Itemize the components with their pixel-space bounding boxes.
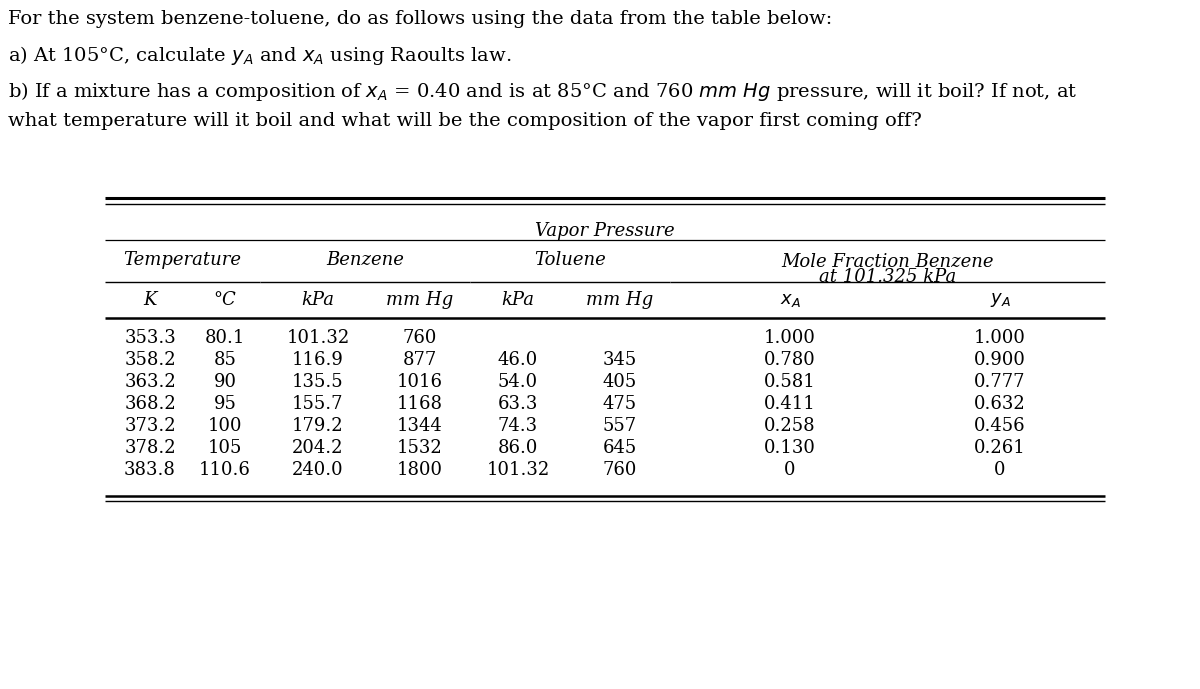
Text: 358.2: 358.2 (124, 351, 176, 369)
Text: mm Hg: mm Hg (386, 291, 454, 309)
Text: kPa: kPa (502, 291, 534, 309)
Text: 1344: 1344 (397, 417, 443, 435)
Text: 179.2: 179.2 (292, 417, 344, 435)
Text: 0.411: 0.411 (764, 395, 816, 413)
Text: 0.130: 0.130 (764, 439, 816, 457)
Text: 0.900: 0.900 (974, 351, 1026, 369)
Text: 0.456: 0.456 (974, 417, 1026, 435)
Text: 0.258: 0.258 (764, 417, 816, 435)
Text: Temperature: Temperature (124, 251, 241, 269)
Text: 0.780: 0.780 (764, 351, 816, 369)
Text: 1.000: 1.000 (764, 329, 816, 347)
Text: 0: 0 (995, 461, 1006, 479)
Text: 90: 90 (214, 373, 236, 391)
Text: 0.632: 0.632 (974, 395, 1026, 413)
Text: Benzene: Benzene (326, 251, 404, 269)
Text: 0.581: 0.581 (764, 373, 816, 391)
Text: 80.1: 80.1 (205, 329, 245, 347)
Text: 345: 345 (602, 351, 637, 369)
Text: 760: 760 (403, 329, 437, 347)
Text: 760: 760 (602, 461, 637, 479)
Text: 383.8: 383.8 (124, 461, 176, 479)
Text: Vapor Pressure: Vapor Pressure (535, 222, 674, 240)
Text: 363.2: 363.2 (124, 373, 176, 391)
Text: 1800: 1800 (397, 461, 443, 479)
Text: kPa: kPa (301, 291, 335, 309)
Text: Toluene: Toluene (534, 251, 606, 269)
Text: °C: °C (214, 291, 236, 309)
Text: 0.777: 0.777 (974, 373, 1026, 391)
Text: 110.6: 110.6 (199, 461, 251, 479)
Text: 240.0: 240.0 (292, 461, 344, 479)
Text: 0: 0 (785, 461, 796, 479)
Text: Mole Fraction Benzene: Mole Fraction Benzene (781, 253, 994, 271)
Text: 100: 100 (208, 417, 242, 435)
Text: 105: 105 (208, 439, 242, 457)
Text: 135.5: 135.5 (292, 373, 344, 391)
Text: K: K (143, 291, 157, 309)
Text: 1532: 1532 (397, 439, 443, 457)
Text: at 101.325 kPa: at 101.325 kPa (818, 268, 956, 286)
Text: what temperature will it boil and what will be the composition of the vapor firs: what temperature will it boil and what w… (8, 112, 922, 130)
Text: 1.000: 1.000 (974, 329, 1026, 347)
Text: 373.2: 373.2 (124, 417, 176, 435)
Text: 54.0: 54.0 (498, 373, 538, 391)
Text: For the system benzene-toluene, do as follows using the data from the table belo: For the system benzene-toluene, do as fo… (8, 10, 833, 28)
Text: 877: 877 (403, 351, 437, 369)
Text: $\mathit{y}_{A}$: $\mathit{y}_{A}$ (990, 291, 1010, 309)
Text: 116.9: 116.9 (292, 351, 344, 369)
Text: 378.2: 378.2 (124, 439, 176, 457)
Text: 46.0: 46.0 (498, 351, 538, 369)
Text: 645: 645 (602, 439, 637, 457)
Text: 0.261: 0.261 (974, 439, 1026, 457)
Text: 1168: 1168 (397, 395, 443, 413)
Text: 101.32: 101.32 (287, 329, 349, 347)
Text: 86.0: 86.0 (498, 439, 538, 457)
Text: 101.32: 101.32 (486, 461, 550, 479)
Text: 85: 85 (214, 351, 236, 369)
Text: 353.3: 353.3 (124, 329, 176, 347)
Text: 557: 557 (602, 417, 637, 435)
Text: 368.2: 368.2 (124, 395, 176, 413)
Text: 63.3: 63.3 (498, 395, 538, 413)
Text: 155.7: 155.7 (293, 395, 343, 413)
Text: 204.2: 204.2 (293, 439, 343, 457)
Text: 405: 405 (602, 373, 637, 391)
Text: 74.3: 74.3 (498, 417, 538, 435)
Text: 475: 475 (602, 395, 637, 413)
Text: 95: 95 (214, 395, 236, 413)
Text: a) At 105°C, calculate $\mathit{y}_{A}$ and $\mathit{x}_{A}$ using Raoults law.: a) At 105°C, calculate $\mathit{y}_{A}$ … (8, 44, 511, 67)
Text: b) If a mixture has a composition of $\mathit{x}_{A}$ = 0.40 and is at 85°C and : b) If a mixture has a composition of $\m… (8, 80, 1078, 103)
Text: mm Hg: mm Hg (587, 291, 654, 309)
Text: 1016: 1016 (397, 373, 443, 391)
Text: $\mathit{x}_{A}$: $\mathit{x}_{A}$ (780, 291, 800, 309)
